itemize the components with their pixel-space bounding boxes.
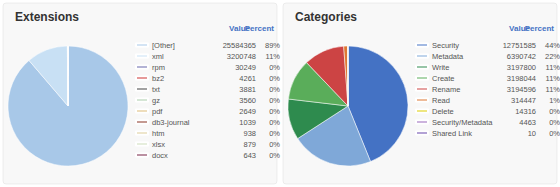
svg-text:0%: 0% xyxy=(269,140,280,149)
svg-text:rpm: rpm xyxy=(152,63,165,72)
svg-text:Shared Link: Shared Link xyxy=(432,129,472,138)
svg-text:0%: 0% xyxy=(269,118,280,127)
svg-text:2649: 2649 xyxy=(239,107,256,116)
svg-text:938: 938 xyxy=(243,129,256,138)
svg-text:Rename: Rename xyxy=(432,85,460,94)
svg-text:879: 879 xyxy=(243,140,256,149)
svg-text:docx: docx xyxy=(152,151,168,160)
svg-text:6390742: 6390742 xyxy=(507,52,536,61)
svg-text:25584365: 25584365 xyxy=(223,41,256,50)
svg-text:0%: 0% xyxy=(269,107,280,116)
svg-text:txt: txt xyxy=(152,85,161,94)
svg-text:0%: 0% xyxy=(549,118,560,127)
svg-text:pdf: pdf xyxy=(152,107,163,116)
svg-text:Create: Create xyxy=(432,74,455,83)
svg-text:0%: 0% xyxy=(269,85,280,94)
svg-text:4463: 4463 xyxy=(519,118,536,127)
svg-text:htm: htm xyxy=(152,129,165,138)
svg-text:1039: 1039 xyxy=(239,118,256,127)
svg-text:3197800: 3197800 xyxy=(507,63,536,72)
svg-text:Read: Read xyxy=(432,96,450,105)
svg-text:db3-journal: db3-journal xyxy=(152,118,190,127)
svg-text:0%: 0% xyxy=(269,63,280,72)
svg-text:643: 643 xyxy=(243,151,256,160)
svg-text:bz2: bz2 xyxy=(152,74,164,83)
svg-text:3560: 3560 xyxy=(239,96,256,105)
svg-text:xlsx: xlsx xyxy=(152,140,165,149)
svg-text:0%: 0% xyxy=(269,129,280,138)
svg-text:3198044: 3198044 xyxy=(507,74,536,83)
svg-text:0%: 0% xyxy=(549,129,560,138)
svg-text:89%: 89% xyxy=(265,41,280,50)
svg-text:3194596: 3194596 xyxy=(507,85,536,94)
svg-text:Percent: Percent xyxy=(525,24,555,33)
svg-text:Percent: Percent xyxy=(245,24,275,33)
svg-text:10: 10 xyxy=(528,129,536,138)
svg-text:3200748: 3200748 xyxy=(227,52,256,61)
svg-text:Value: Value xyxy=(229,23,250,33)
svg-text:gz: gz xyxy=(152,96,160,105)
svg-text:11%: 11% xyxy=(266,52,281,61)
svg-text:0%: 0% xyxy=(549,107,560,116)
svg-text:Write: Write xyxy=(432,63,449,72)
svg-text:[Other]: [Other] xyxy=(152,41,175,50)
svg-text:xml: xml xyxy=(152,52,164,61)
svg-text:14316: 14316 xyxy=(515,107,536,116)
svg-text:0%: 0% xyxy=(269,96,280,105)
svg-text:11%: 11% xyxy=(546,74,560,83)
svg-text:Extensions: Extensions xyxy=(15,10,79,24)
svg-text:44%: 44% xyxy=(545,41,560,50)
svg-text:Security: Security xyxy=(432,41,459,50)
svg-text:4261: 4261 xyxy=(239,74,256,83)
svg-text:11%: 11% xyxy=(546,85,560,94)
svg-text:0%: 0% xyxy=(269,151,280,160)
svg-text:0%: 0% xyxy=(269,74,280,83)
svg-text:3881: 3881 xyxy=(239,85,256,94)
svg-text:22%: 22% xyxy=(545,52,560,61)
svg-text:1%: 1% xyxy=(549,96,560,105)
svg-text:Categories: Categories xyxy=(295,10,357,24)
svg-text:314447: 314447 xyxy=(511,96,536,105)
svg-text:Security/Metadata: Security/Metadata xyxy=(432,118,493,127)
svg-text:Metadata: Metadata xyxy=(432,52,464,61)
svg-text:11%: 11% xyxy=(546,63,560,72)
svg-text:12751585: 12751585 xyxy=(503,41,536,50)
svg-text:Value: Value xyxy=(509,23,530,33)
svg-text:Delete: Delete xyxy=(432,107,454,116)
svg-text:30249: 30249 xyxy=(235,63,256,72)
